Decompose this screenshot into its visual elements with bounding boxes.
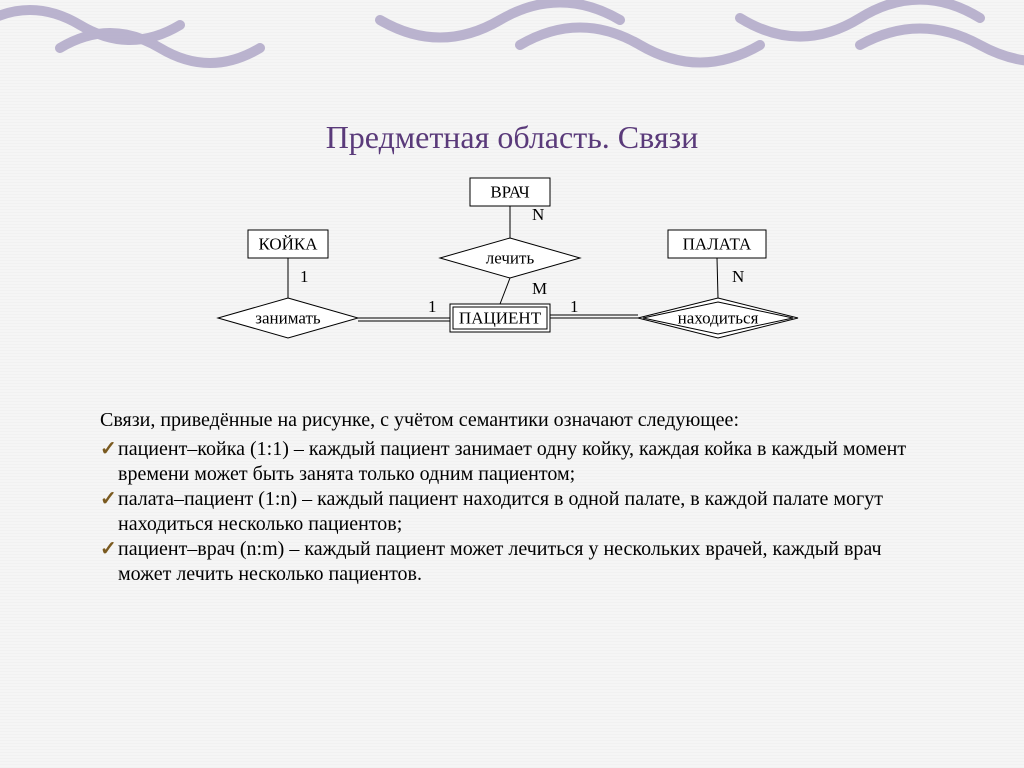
bullet-item: ✓палата–пациент (1:n) – каждый пациент н… xyxy=(100,487,924,537)
bullet-text: палата–пациент (1:n) – каждый пациент на… xyxy=(118,487,924,537)
entity-label: ПАЛАТА xyxy=(683,235,752,254)
bullet-text: пациент–койка (1:1) – каждый пациент зан… xyxy=(118,437,924,487)
cardinality-label: 1 xyxy=(300,267,309,286)
entity-vrach: ВРАЧ xyxy=(470,178,550,206)
body-text: Связи, приведённые на рисунке, с учётом … xyxy=(100,408,924,587)
entity-palata: ПАЛАТА xyxy=(668,230,766,258)
cardinality-label: 1 xyxy=(428,297,437,316)
entity-label: ВРАЧ xyxy=(490,183,529,202)
slide-title: Предметная область. Связи xyxy=(0,119,1024,156)
bullet-item: ✓пациент–койка (1:1) – каждый пациент за… xyxy=(100,437,924,487)
relation-label: находиться xyxy=(678,309,759,328)
relation-zanimat: занимать xyxy=(218,298,358,338)
relation-label: лечить xyxy=(486,249,535,268)
header-decoration xyxy=(0,0,1024,70)
cardinality-label: N xyxy=(732,267,744,286)
cardinality-label: M xyxy=(532,279,547,298)
bullet-item: ✓пациент–врач (n:m) – каждый пациент мож… xyxy=(100,537,924,587)
entity-label: ПАЦИЕНТ xyxy=(459,309,542,328)
cardinality-label: N xyxy=(532,205,544,224)
check-icon: ✓ xyxy=(100,537,118,562)
cardinality-label: 1 xyxy=(570,297,579,316)
entity-koika: КОЙКА xyxy=(248,230,328,258)
body-intro: Связи, приведённые на рисунке, с учётом … xyxy=(100,408,924,433)
relation-label: занимать xyxy=(255,309,321,328)
bullet-text: пациент–врач (n:m) – каждый пациент може… xyxy=(118,537,924,587)
slide: Предметная область. Связи N 1 N M 1 1 ВРАЧ КОЙК… xyxy=(0,0,1024,768)
er-diagram: N 1 N M 1 1 ВРАЧ КОЙКА ПАЛАТА ПАЦИЕНТ лечить занима… xyxy=(180,170,840,370)
check-icon: ✓ xyxy=(100,487,118,512)
entity-label: КОЙКА xyxy=(258,235,318,254)
edge xyxy=(500,278,510,304)
entity-patient: ПАЦИЕНТ xyxy=(450,304,550,332)
relation-lechit: лечить xyxy=(440,238,580,278)
edge xyxy=(717,258,718,298)
check-icon: ✓ xyxy=(100,437,118,462)
relation-naxoditsya: находиться xyxy=(638,298,798,338)
